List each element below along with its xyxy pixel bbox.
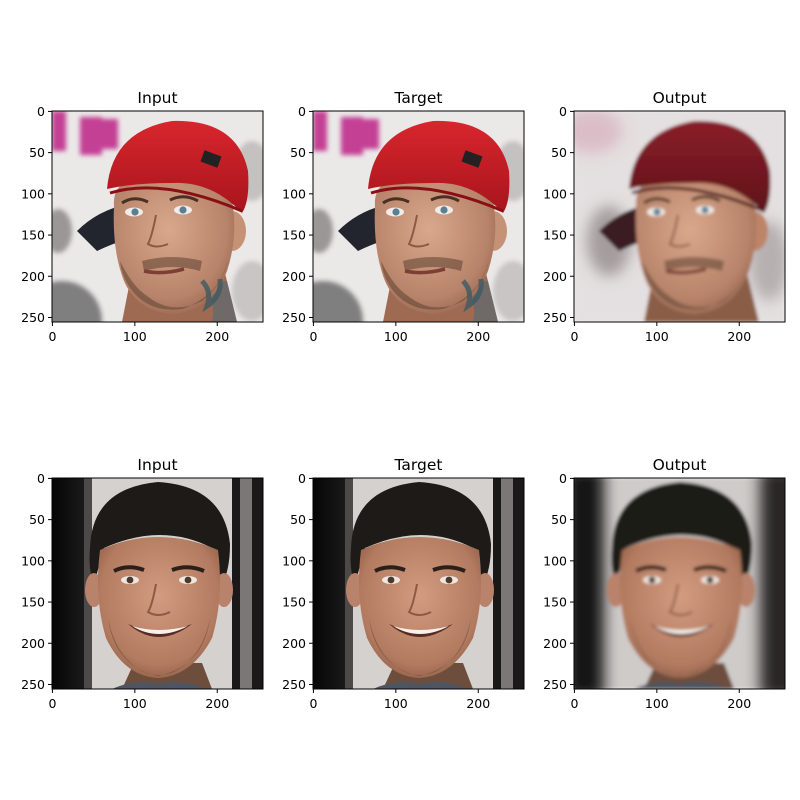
y-tick-label: 0 (37, 471, 45, 486)
y-tick-label: 250 (21, 677, 45, 692)
portrait-red-cap (574, 111, 785, 322)
x-tick-label: 100 (645, 329, 669, 344)
y-tick-label: 150 (21, 228, 45, 243)
y-tick-label: 0 (298, 471, 306, 486)
panel-output-row2: Output 0 100 200 0 50 100 150 200 250 (543, 456, 786, 711)
panel-title: Input (137, 89, 177, 107)
panel-title: Target (394, 456, 443, 474)
panel-output-row1: Output 0 100 200 0 50 100 150 200 250 (543, 89, 786, 344)
y-tick-label: 150 (543, 228, 567, 243)
y-tick-label: 200 (543, 636, 567, 651)
y-tick-label: 250 (543, 310, 567, 325)
y-tick-label: 0 (37, 104, 45, 119)
panel-input-row2: Input 0 100 200 0 50 100 150 200 250 (21, 456, 264, 711)
y-tick-label: 0 (298, 104, 306, 119)
y-tick-label: 200 (282, 636, 306, 651)
axes-frame (51, 110, 264, 323)
y-tick-label: 50 (290, 512, 306, 527)
x-tick-label: 200 (205, 329, 229, 344)
panels-layer: Input 0 100 200 0 50 100 150 200 250 Target 0 100 200… (21, 89, 786, 711)
portrait-red-cap (52, 111, 263, 322)
x-tick-label: 200 (466, 329, 490, 344)
panel-image (313, 111, 524, 322)
y-tick-label: 150 (282, 595, 306, 610)
y-tick-label: 100 (21, 553, 45, 568)
panel-title: Output (653, 89, 707, 107)
x-tick-label: 100 (123, 696, 147, 711)
x-tick-label: 0 (570, 329, 578, 344)
panel-image (313, 478, 524, 689)
portrait-smiling-man (52, 478, 263, 689)
panel-image (52, 478, 263, 689)
y-tick-label: 200 (282, 269, 306, 284)
y-tick-label: 100 (543, 186, 567, 201)
x-tick-label: 200 (727, 696, 751, 711)
y-tick-label: 200 (21, 636, 45, 651)
panel-image (574, 478, 785, 689)
y-tick-label: 250 (282, 310, 306, 325)
panel-image (574, 111, 785, 322)
x-tick-label: 0 (570, 696, 578, 711)
panel-target-row1: Target 0 100 200 0 50 100 150 200 250 (282, 89, 525, 344)
y-tick-label: 50 (29, 512, 45, 527)
axes-frame (573, 477, 786, 690)
y-tick-label: 50 (551, 145, 567, 160)
panel-title: Target (394, 89, 443, 107)
axes-frame (573, 110, 786, 323)
y-tick-label: 250 (282, 677, 306, 692)
y-tick-label: 50 (29, 145, 45, 160)
x-tick-label: 100 (123, 329, 147, 344)
y-tick-label: 100 (543, 553, 567, 568)
y-tick-label: 100 (282, 186, 306, 201)
panel-image (52, 111, 263, 322)
y-tick-label: 200 (543, 269, 567, 284)
x-tick-label: 100 (645, 696, 669, 711)
y-tick-label: 100 (21, 186, 45, 201)
panel-title: Input (137, 456, 177, 474)
y-tick-label: 150 (282, 228, 306, 243)
portrait-red-cap (313, 111, 524, 322)
x-tick-label: 200 (205, 696, 229, 711)
y-tick-label: 250 (543, 677, 567, 692)
x-tick-label: 100 (384, 329, 408, 344)
portrait-smiling-man (313, 478, 524, 689)
y-tick-label: 150 (543, 595, 567, 610)
axes-frame (51, 477, 264, 690)
portrait-smiling-man (574, 478, 785, 689)
x-tick-label: 100 (384, 696, 408, 711)
x-tick-label: 200 (727, 329, 751, 344)
x-tick-label: 0 (309, 329, 317, 344)
y-tick-label: 0 (559, 104, 567, 119)
axes-frame (312, 110, 525, 323)
x-tick-label: 200 (466, 696, 490, 711)
y-tick-label: 50 (290, 145, 306, 160)
y-tick-label: 200 (21, 269, 45, 284)
axes-frame (312, 477, 525, 690)
x-tick-label: 0 (48, 696, 56, 711)
y-tick-label: 0 (559, 471, 567, 486)
x-tick-label: 0 (309, 696, 317, 711)
x-tick-label: 0 (48, 329, 56, 344)
y-tick-label: 100 (282, 553, 306, 568)
y-tick-label: 250 (21, 310, 45, 325)
panel-input-row1: Input 0 100 200 0 50 100 150 200 250 (21, 89, 264, 344)
y-tick-label: 50 (551, 512, 567, 527)
panel-target-row2: Target 0 100 200 0 50 100 150 200 250 (282, 456, 525, 711)
y-tick-label: 150 (21, 595, 45, 610)
panel-title: Output (653, 456, 707, 474)
